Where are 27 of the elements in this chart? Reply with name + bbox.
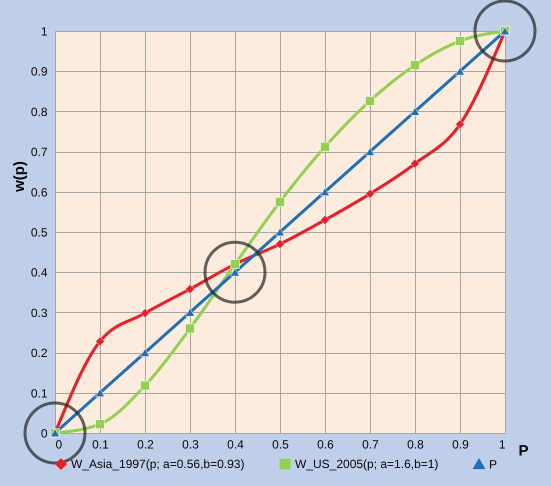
y-tick-label: 0.6 — [30, 185, 48, 200]
x-tick-label: 0.7 — [362, 438, 380, 452]
x-tick-label: 0.4 — [227, 438, 244, 452]
x-tick-label: 0 — [56, 438, 62, 452]
y-tick-label: 0 — [40, 426, 48, 440]
y-tick-label: 0.2 — [30, 346, 48, 360]
legend-label: P — [489, 457, 498, 472]
legend-label: W_US_2005(p; a=1.6,b=1) — [295, 457, 438, 472]
x-tick-label: 0.6 — [317, 438, 334, 452]
x-tick-label: 0.2 — [137, 438, 154, 452]
x-axis-title: P — [518, 442, 529, 460]
y-tick-label: 0.7 — [30, 145, 48, 160]
y-tick-label: 0.4 — [30, 266, 48, 280]
y-tick-label: 0.9 — [30, 64, 48, 79]
x-tick-label: 0.5 — [272, 438, 290, 452]
y-tick-label: 0.5 — [30, 226, 48, 240]
x-tick-label: 1 — [498, 438, 506, 452]
y-tick-label: 0.8 — [30, 104, 48, 119]
y-tick-label: 1 — [40, 24, 48, 38]
x-tick-label: 0.1 — [92, 438, 110, 452]
legend-label: W_Asia_1997(p; a=0.56,b=0.93) — [71, 457, 244, 472]
x-tick-label: 0.9 — [452, 438, 470, 452]
y-tick-label: 0.3 — [30, 306, 48, 320]
x-tick-label: 0.8 — [407, 438, 424, 452]
x-tick-label: 0.3 — [182, 438, 200, 452]
y-tick-label: 0.1 — [30, 386, 48, 400]
y-axis-title: w(p) — [10, 161, 28, 193]
